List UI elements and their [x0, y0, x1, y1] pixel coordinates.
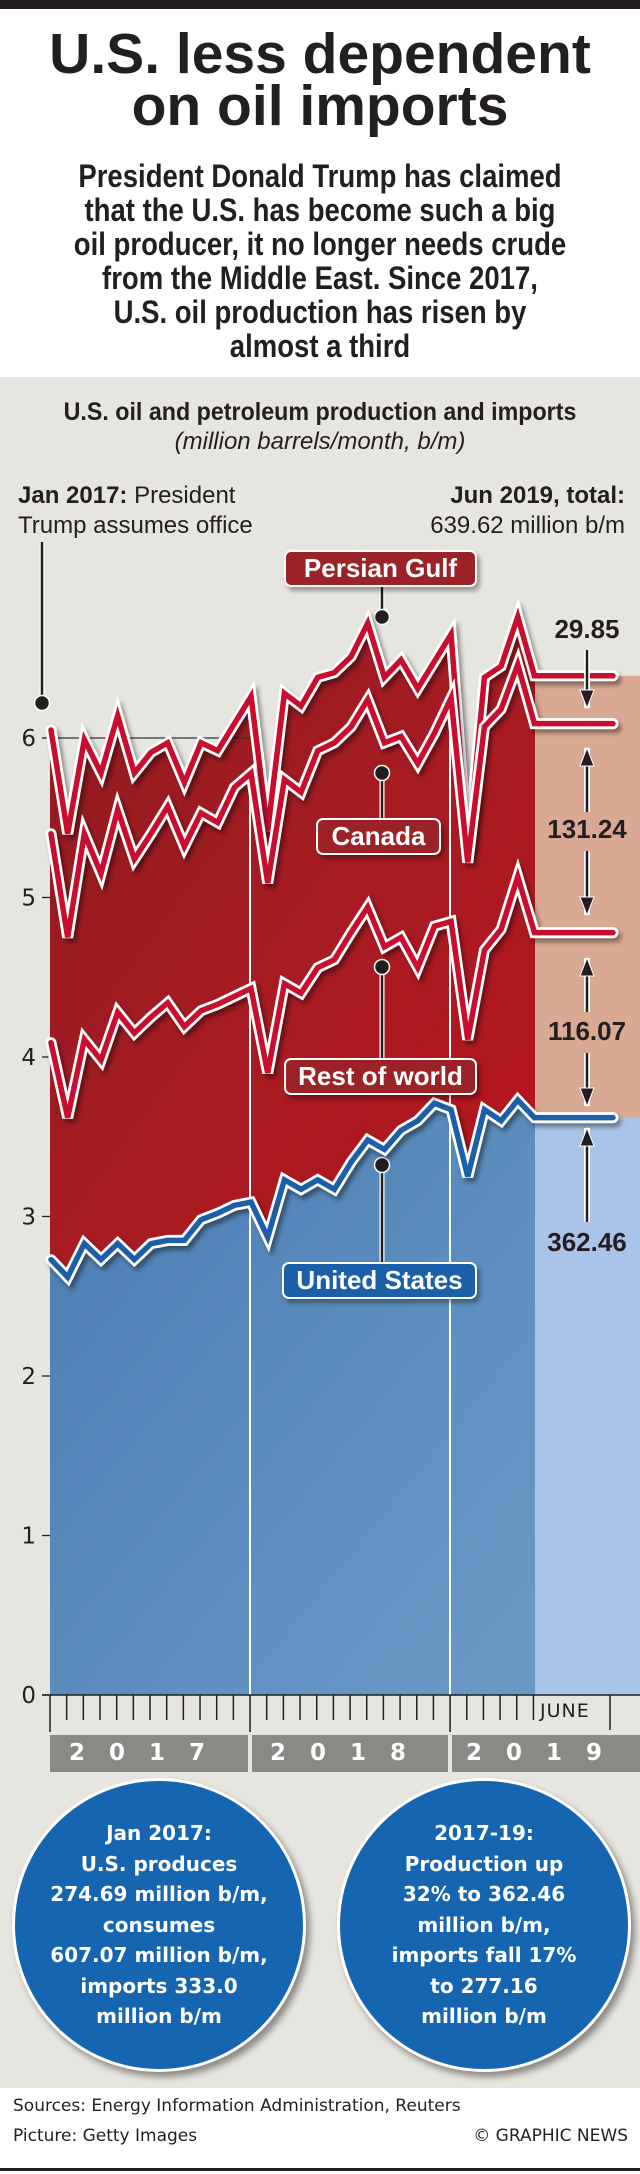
leader-dot [373, 1156, 391, 1174]
subtitle-line: U.S. oil production has risen by [113, 294, 527, 330]
bottom-rule [0, 2168, 640, 2171]
callout-line: to 277.16 [430, 1973, 538, 1998]
label-persian-gulf: Persian Gulf [284, 550, 477, 587]
annotation-text: President [127, 482, 236, 509]
subtitle-line: oil producer, it no longer needs crude [73, 226, 567, 262]
chart-subtitle: (million barrels/month, b/m) [174, 428, 466, 455]
callout-line: consumes [102, 1912, 216, 1937]
subtitle-line: from the Middle East. Since 2017, [102, 260, 538, 296]
stacked-line-chart: 0 1 2 3 4 5 6 [21, 542, 640, 1732]
united-states-line-group [45, 1091, 619, 1287]
canada-line [48, 655, 616, 938]
callout-line: 2017-19: [434, 1821, 534, 1846]
picture-credit: Picture: Getty Images [13, 2126, 198, 2146]
leader-dot [373, 958, 391, 976]
callout-line: 274.69 million b/m, [50, 1882, 268, 1907]
callout-line: Jan 2017: [106, 1821, 212, 1846]
callout-jan-2017: Jan 2017: U.S. produces 274.69 million b… [12, 1778, 306, 2072]
graphic-news-credit: © GRAPHIC NEWS [473, 2126, 628, 2146]
end-value-canada: 131.24 [547, 814, 627, 844]
callout-line: U.S. produces [80, 1851, 238, 1876]
sources-text: Sources: Energy Information Administrati… [13, 2096, 461, 2116]
callout-line: imports 333.0 [80, 1973, 238, 1998]
canada-arrow-down-head [579, 896, 595, 917]
annotation-jan-2017: Jan 2017: President Trump assumes office [18, 481, 253, 541]
top-bar [0, 0, 640, 9]
end-value-rest-of-world: 116.07 [547, 1016, 627, 1046]
rest-of-world-arrow-down-head [579, 1087, 595, 1108]
y-tick-label: 6 [21, 726, 36, 752]
year-label-2017: 2017 [50, 1735, 248, 1772]
annotation-text: Trump assumes office [18, 512, 253, 539]
label-rest-of-world: Rest of world [284, 1058, 477, 1095]
chart-title: U.S. oil and petroleum production and im… [63, 398, 577, 426]
page-subtitle: President Donald Trump has claimed that … [45, 159, 595, 363]
footer: Sources: Energy Information Administrati… [0, 2088, 640, 2168]
page-title: U.S. less dependent on oil imports [0, 22, 640, 138]
rest-of-world-line [48, 867, 616, 1119]
persian-gulf-arrow-down-head [579, 689, 595, 710]
y-tick-label: 3 [21, 1205, 36, 1231]
title-line: U.S. less dependent [49, 22, 591, 86]
annotation-jun-2019: Jun 2019, total: 639.62 million b/m [430, 481, 625, 541]
leader-dot [373, 608, 391, 626]
annotation-date: Jun 2019, total: [450, 482, 625, 509]
united-states-arrow-up-head [579, 1126, 595, 1147]
y-tick-label: 2 [21, 1364, 36, 1390]
imports-area [50, 616, 535, 1278]
callout-2017-19: 2017-19: Production up 32% to 362.46 mil… [337, 1778, 631, 2072]
end-value-united-states: 362.46 [547, 1227, 627, 1257]
rest-of-world-line-group [45, 858, 619, 1119]
callout-line: million b/m, [417, 1912, 551, 1937]
y-tick-label: 4 [21, 1045, 36, 1071]
callout-line: million b/m [421, 2004, 547, 2029]
leader-dot [33, 694, 51, 712]
subtitle-line: that the U.S. has become such a big [84, 192, 556, 228]
us-production-area [50, 1100, 535, 1695]
year-label-2018: 2018 [252, 1735, 448, 1772]
annotation-date: Jan 2017: [18, 482, 128, 509]
y-tick-label: 5 [21, 886, 36, 912]
annotation-text: 639.62 million b/m [430, 512, 625, 539]
label-canada: Canada [316, 818, 441, 855]
united-states-line [48, 1095, 616, 1282]
callout-line: imports fall 17% [391, 1943, 577, 1968]
label-united-states: United States [282, 1262, 477, 1299]
june-marker: JUNE [540, 1700, 590, 1722]
y-tick-label: 0 [21, 1683, 36, 1709]
leader-dot [373, 764, 391, 782]
subtitle-line: President Donald Trump has claimed [78, 158, 562, 194]
end-value-persian-gulf: 29.85 [554, 614, 620, 644]
callout-line: 607.07 million b/m, [50, 1943, 268, 1968]
canada-line-group [45, 646, 619, 939]
callout-line: 32% to 362.46 [402, 1882, 566, 1907]
canada-arrow-up-head [579, 746, 595, 767]
callout-line: million b/m [96, 2004, 222, 2029]
subtitle-line: almost a third [229, 328, 411, 364]
title-line: on oil imports [131, 74, 509, 138]
year-label-2019: 2019 [452, 1735, 640, 1772]
y-tick-label: 1 [21, 1524, 36, 1550]
callout-line: Production up [404, 1851, 564, 1876]
rest-of-world-arrow-up-head [579, 956, 595, 977]
